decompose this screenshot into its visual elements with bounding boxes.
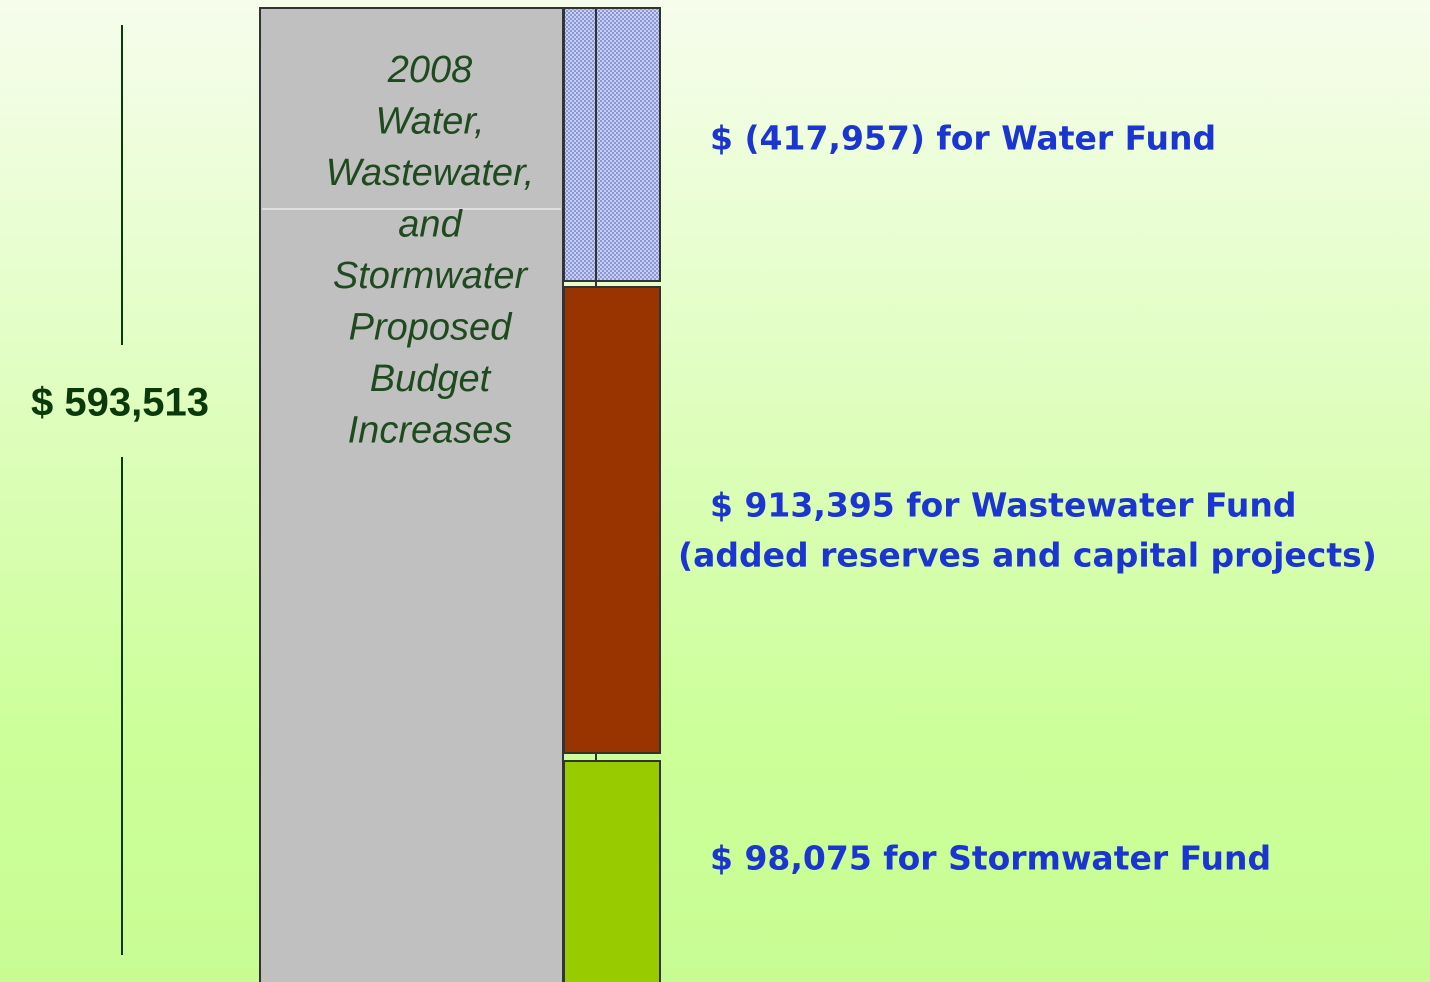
fund-label: (added reserves and capital projects) <box>678 536 1377 575</box>
fund-label: $ 913,395 for Wastewater Fund <box>710 486 1297 525</box>
budget-column <box>259 7 564 982</box>
fund-label: $ 98,075 for Stormwater Fund <box>710 839 1271 878</box>
water-segment <box>563 7 597 282</box>
water-segment <box>595 7 661 282</box>
column-label-line: Increases <box>348 410 513 452</box>
column-label-line: Proposed <box>349 307 514 349</box>
column-label-line: Wastewater, <box>326 152 534 194</box>
column-label-line: Budget <box>370 358 492 400</box>
stormwater-segment <box>563 760 661 982</box>
total-label: $ 593,513 <box>31 381 209 425</box>
column-label-line: and <box>398 204 463 246</box>
column-label-line: Water, <box>375 101 484 143</box>
fund-label: $ (417,957) for Water Fund <box>710 119 1216 158</box>
column-label-line: 2008 <box>387 49 473 91</box>
column-label-line: Stormwater <box>333 255 529 297</box>
wastewater-segment <box>563 286 661 754</box>
